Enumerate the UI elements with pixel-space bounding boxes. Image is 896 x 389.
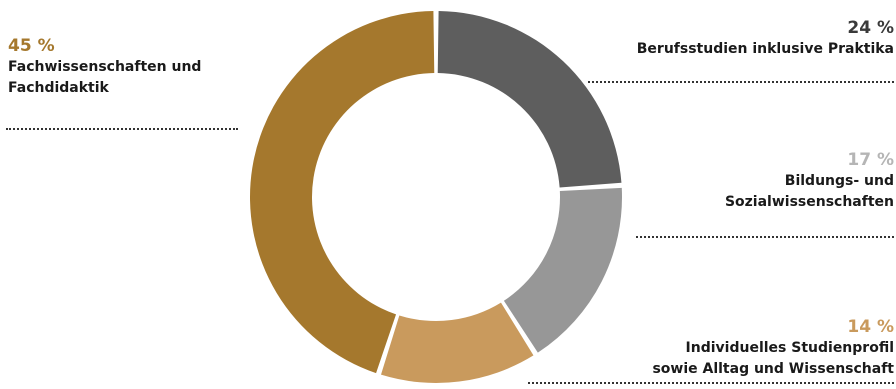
leader-bildung — [636, 236, 894, 238]
label-fachwissenschaften-line2: Fachdidaktik — [8, 80, 109, 96]
leader-berufsstudien — [588, 81, 894, 83]
label-bildung: 17 % Bildungs- und Sozialwissenschaften — [725, 150, 894, 213]
label-bildung-line2: Sozialwissenschaften — [724, 194, 894, 210]
slice-berufsstudien — [437, 11, 622, 188]
pct-fachwissenschaften: 45 % — [8, 36, 55, 56]
label-individuell-line2: sowie Alltag und Wissenschaft — [652, 361, 894, 377]
leader-individuell — [528, 382, 894, 384]
label-berufsstudien-line1: Berufsstudien inklusive Praktika — [636, 41, 894, 57]
slice-fachwissenschaften — [249, 11, 435, 374]
label-fachwissenschaften-line1: Fachwissenschaften und — [8, 59, 202, 75]
label-individuell-line1: Individuelles Studienprofil — [685, 340, 894, 356]
slice-individuell — [380, 302, 534, 383]
label-berufsstudien: 24 % Berufsstudien inklusive Praktika — [637, 18, 894, 60]
label-individuell: 14 % Individuelles Studienprofil sowie A… — [652, 317, 894, 380]
label-bildung-line1: Bildungs- und — [784, 173, 894, 189]
label-fachwissenschaften: 45 % Fachwissenschaften und Fachdidaktik — [8, 36, 201, 99]
slice-bildung — [503, 187, 623, 353]
pct-individuell: 14 % — [847, 317, 894, 337]
leader-fachwissenschaften — [6, 128, 238, 130]
pct-berufsstudien: 24 % — [847, 18, 894, 38]
pct-bildung: 17 % — [847, 150, 894, 170]
